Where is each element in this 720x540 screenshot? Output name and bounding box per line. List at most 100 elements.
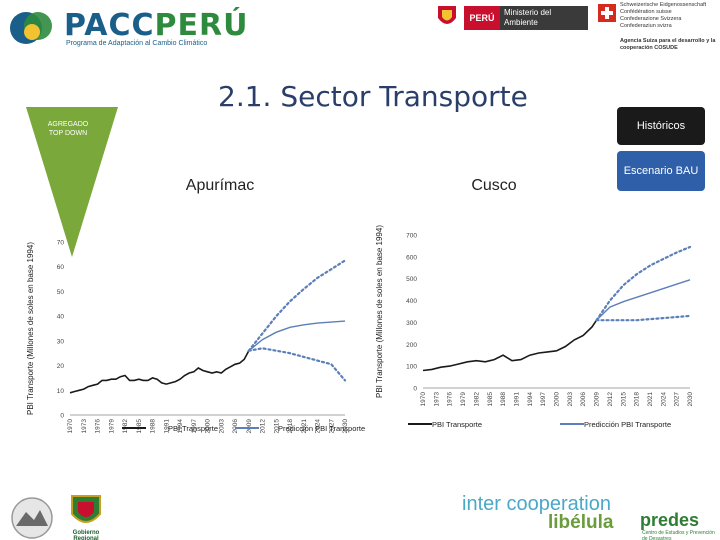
y-axis-label: PBI Transporte (Millones de soles en bas… (375, 225, 384, 398)
y-tick-label: 300 (406, 320, 417, 327)
x-tick-label: 1988 (500, 392, 507, 407)
pacc-logo-text: PACCPERÚ (64, 8, 249, 43)
x-tick-label: 1970 (67, 419, 74, 434)
funnel-icon (26, 107, 118, 257)
x-tick-label: 1988 (150, 419, 157, 434)
x-tick-label: 1994 (177, 419, 184, 434)
y-tick-label: 200 (406, 342, 417, 349)
y-tick-label: 40 (57, 314, 65, 321)
x-tick-label: 2030 (342, 419, 349, 434)
peru-shield-icon (438, 6, 456, 24)
x-tick-label: 2015 (620, 392, 627, 407)
x-tick-label: 1997 (191, 419, 198, 434)
x-tick-label: 2003 (567, 392, 574, 407)
apurimac-name: Gobierno Regional Apurímac (72, 530, 100, 540)
chart-title: Cusco (471, 177, 516, 194)
x-tick-label: 2021 (647, 392, 654, 407)
series-line-3 (247, 347, 347, 382)
y-tick-label: 30 (57, 338, 65, 345)
x-tick-label: 1979 (108, 419, 115, 434)
x-tick-label: 2000 (205, 419, 212, 434)
swiss-lines: Schweizerische Eidgenossenschaft Confédé… (620, 2, 707, 29)
y-tick-label: 500 (406, 276, 417, 283)
x-tick-label: 2018 (287, 419, 294, 434)
y-tick-label: 60 (57, 264, 65, 271)
historicos-button[interactable]: Históricos (617, 107, 705, 145)
swiss-logo: Schweizerische Eidgenossenschaft Confédé… (598, 2, 718, 54)
x-tick-label: 1991 (163, 419, 170, 434)
legend-label: PBI Transporte (168, 424, 218, 433)
chart-cusco: Cusco PBI Transporte (Millones de soles e… (375, 177, 694, 429)
x-tick-label: 2024 (660, 392, 667, 407)
libelula-logo: libélula (548, 512, 614, 533)
series-line-0 (69, 350, 250, 394)
y-tick-label: 50 (57, 289, 65, 296)
x-tick-label: 1979 (460, 392, 467, 407)
pacc-subtitle: Programa de Adaptación al Cambio Climáti… (66, 40, 208, 47)
x-tick-label: 2003 (218, 419, 225, 434)
y-tick-label: 400 (406, 298, 417, 305)
series-line-3 (595, 314, 692, 322)
y-tick-label: 20 (57, 363, 65, 370)
pacc-logo-icon (10, 12, 52, 44)
x-tick-label: 2021 (301, 419, 308, 434)
series-line-1 (248, 320, 346, 352)
y-tick-label: 700 (406, 233, 417, 240)
x-tick-label: 1997 (540, 392, 547, 407)
x-tick-label: 1973 (433, 392, 440, 407)
x-tick-label: 1970 (420, 392, 427, 407)
footer-logos: Gobierno Regional Apurímac inter coopera… (0, 486, 720, 540)
legend-label: PBI Transporte (432, 420, 482, 429)
x-tick-label: 1985 (136, 419, 143, 434)
x-tick-label: 2030 (687, 392, 694, 407)
x-tick-label: 2027 (674, 392, 681, 407)
series-line-0 (422, 319, 598, 372)
y-tick-label: 100 (406, 364, 417, 371)
swiss-agency: Agencia Suiza para el desarrollo y la co… (620, 38, 716, 51)
legend-label: Predicción PBI Transporte (278, 424, 365, 433)
header-band: PACCPERÚ Programa de Adaptación al Cambi… (0, 0, 720, 58)
x-tick-label: 2015 (273, 419, 280, 434)
x-tick-label: 2006 (580, 392, 587, 407)
x-tick-label: 1976 (95, 419, 102, 434)
legend-label: Predicción PBI Transporte (584, 420, 671, 429)
x-tick-label: 2009 (594, 392, 601, 407)
intercooperation-logo: inter cooperation (462, 493, 611, 515)
x-tick-label: 1973 (81, 419, 88, 434)
y-tick-label: 600 (406, 254, 417, 261)
bau-scenario-button[interactable]: Escenario BAU (617, 151, 705, 191)
chart-apurimac: Apurímac PBI Transporte (Millones de sole… (26, 177, 365, 433)
series-line-2 (247, 259, 347, 352)
page-title: 2.1. Sector Transporte (218, 80, 528, 113)
apurimac-crest-icon (71, 495, 101, 523)
swiss-flag-icon (598, 4, 616, 22)
funnel-label: AGREGADO TOP DOWN (47, 121, 89, 137)
x-tick-label: 1994 (527, 392, 534, 407)
x-tick-label: 2027 (328, 419, 335, 434)
x-tick-label: 2006 (232, 419, 239, 434)
regional-seal-icon (11, 497, 53, 539)
y-tick-label: 0 (60, 413, 64, 420)
x-tick-label: 2012 (260, 419, 267, 434)
x-tick-label: 1982 (122, 419, 129, 434)
y-axis-label: PBI Transporte (Millones de soles en bas… (26, 242, 35, 415)
x-tick-label: 1982 (473, 392, 480, 407)
minam-country: PERÚ (464, 6, 500, 30)
x-tick-label: 2000 (554, 392, 561, 407)
x-tick-label: 2018 (634, 392, 641, 407)
y-tick-label: 70 (57, 240, 65, 247)
series-line-1 (596, 279, 691, 321)
y-tick-label: 10 (57, 388, 65, 395)
predes-subtitle: Centro de Estudios y Prevención de Desas… (642, 530, 715, 540)
minam-logo: PERÚ Ministerio del Ambiente (436, 4, 588, 32)
x-tick-label: 2009 (246, 419, 253, 434)
minam-ministry: Ministerio del Ambiente (500, 6, 588, 30)
apurimac-logo: Gobierno Regional Apurímac (66, 492, 106, 540)
x-tick-label: 1976 (447, 392, 454, 407)
x-tick-label: 2024 (315, 419, 322, 434)
x-tick-label: 1985 (487, 392, 494, 407)
x-tick-label: 2012 (607, 392, 614, 407)
y-tick-label: 0 (413, 386, 417, 393)
series-line-2 (595, 245, 692, 322)
